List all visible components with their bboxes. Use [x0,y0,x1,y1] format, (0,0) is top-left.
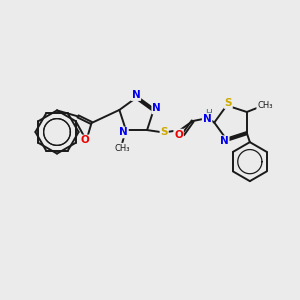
Text: S: S [224,98,232,108]
Text: N: N [152,103,161,113]
Text: O: O [174,130,183,140]
Text: CH₃: CH₃ [257,101,273,110]
Text: N: N [131,90,140,100]
Text: N: N [203,114,212,124]
Text: O: O [80,135,89,146]
Text: CH₃: CH₃ [115,144,130,153]
Text: N: N [119,128,128,137]
Text: S: S [160,128,168,137]
Text: H: H [205,109,212,118]
Text: N: N [220,136,229,146]
